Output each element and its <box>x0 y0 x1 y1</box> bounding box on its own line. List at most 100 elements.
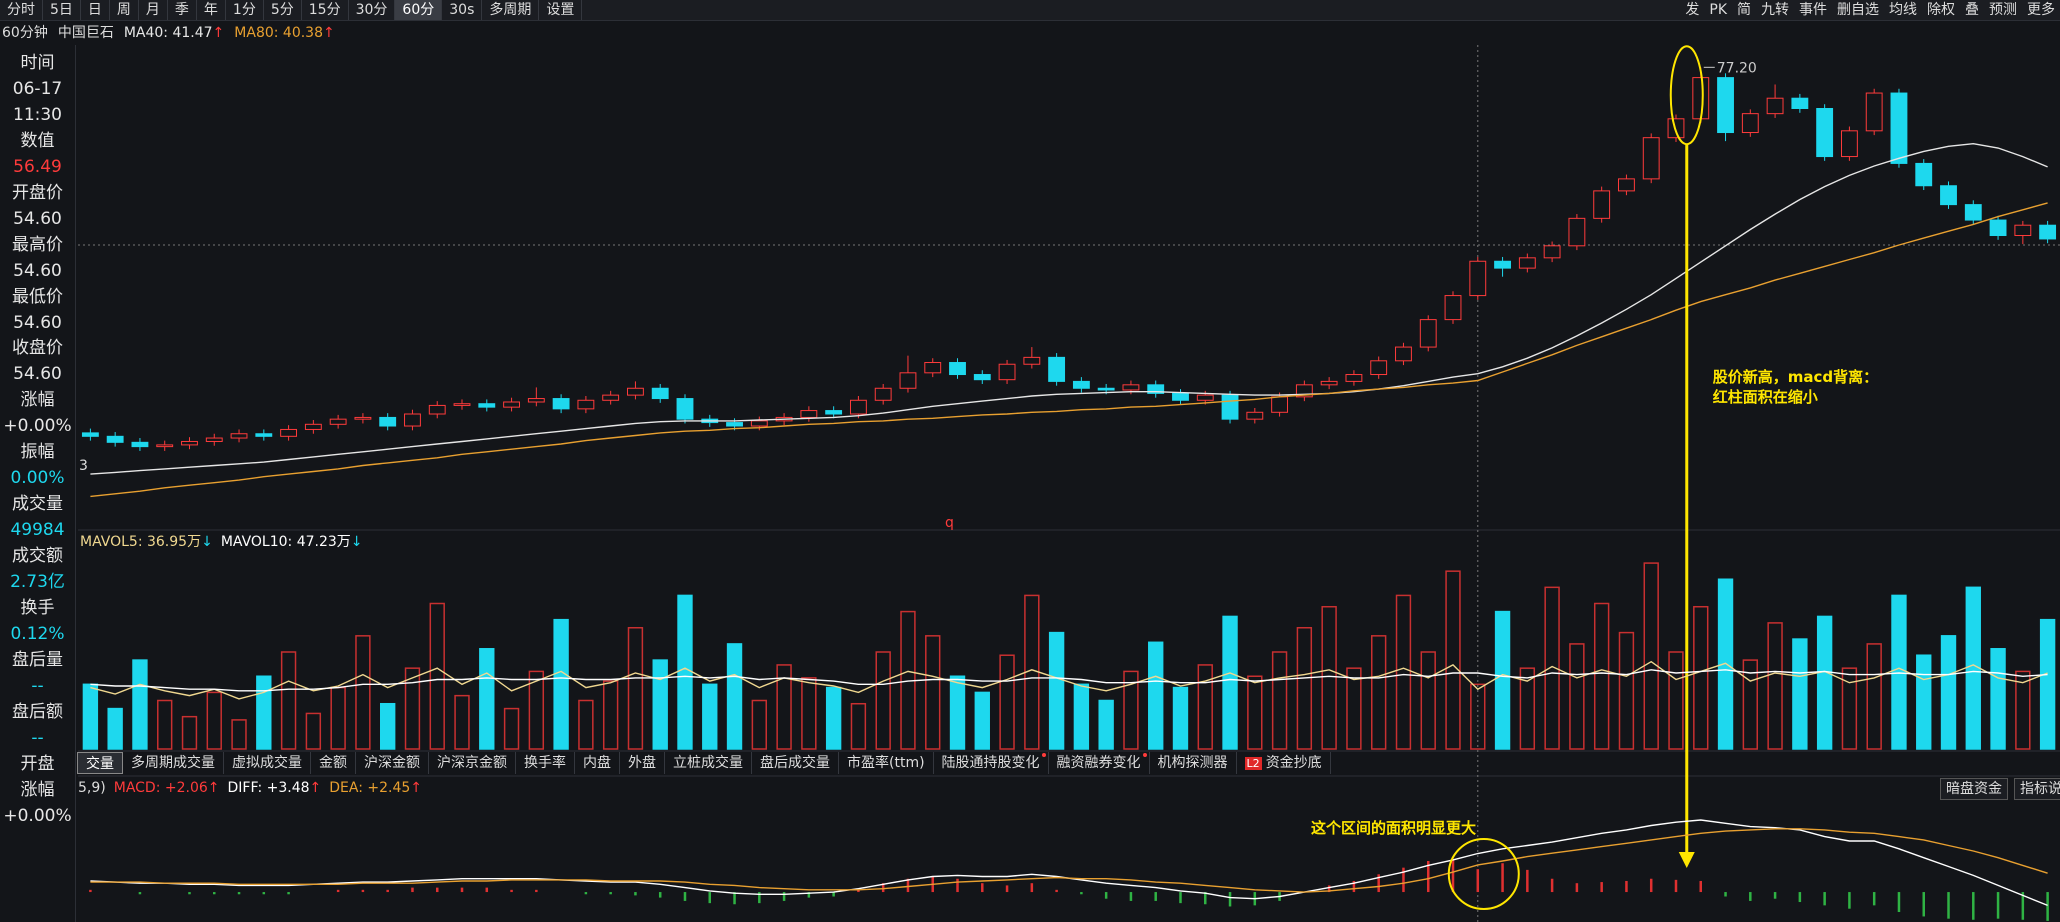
indicator-tab[interactable]: 金额 <box>311 752 356 774</box>
tab-text: 陆股通持股变化 <box>941 755 1040 771</box>
volume-bar <box>1940 635 1957 750</box>
indicator-tab[interactable]: 换手率 <box>516 752 575 774</box>
indicator-text: MA40: 41.47 <box>123 25 213 41</box>
volume-bar <box>776 664 792 750</box>
candle-body <box>1840 130 1858 158</box>
candle-body <box>1172 392 1189 401</box>
indicator-text: DEA: +2.45 <box>329 780 411 796</box>
candle-body <box>131 441 149 448</box>
volume-bar <box>206 691 222 750</box>
volume-bar <box>1098 699 1114 750</box>
volume-bar <box>1618 631 1635 750</box>
toolbar-tab[interactable]: 5分 <box>264 0 302 20</box>
toolbar-tab[interactable]: 分时 <box>0 0 43 20</box>
toolbar-tab[interactable]: 月 <box>139 0 168 20</box>
candle-body <box>478 403 496 408</box>
toolbar-button[interactable]: 事件 <box>1799 2 1827 18</box>
candle-body <box>255 433 273 437</box>
sidebar-line: 54.60 <box>13 364 62 385</box>
toolbar-button[interactable]: 简 <box>1737 2 1751 18</box>
indicator-tab[interactable]: 陆股通持股变化 <box>934 752 1049 774</box>
indicator-tab[interactable]: 内盘 <box>575 752 620 774</box>
tab-text: 机构探测器 <box>1157 755 1228 771</box>
indicator-tab[interactable]: 多周期成交量 <box>123 752 224 774</box>
candle-body <box>651 387 669 400</box>
indicator-tab[interactable]: 融资融券变化 <box>1049 752 1150 774</box>
ma-line <box>90 202 2048 498</box>
volume-bar <box>1271 651 1288 750</box>
sidebar-line: 54.60 <box>13 260 62 281</box>
volume-bar <box>280 651 297 750</box>
toolbar-tab[interactable]: 季 <box>168 0 197 20</box>
volume-bar <box>974 691 990 750</box>
indicator-tab[interactable]: 虚拟成交量 <box>224 752 311 774</box>
candle-body <box>726 422 743 427</box>
sidebar-line: 0.00% <box>10 468 65 489</box>
indicator-button[interactable]: 暗盘资金 <box>1940 778 2008 800</box>
indicator-tab[interactable]: 交量 <box>77 752 123 774</box>
candle-body <box>2014 224 2032 237</box>
indicator-tab[interactable]: 盘后成交量 <box>752 752 839 774</box>
indicator-text: MAVOL10: 47.23万 <box>220 534 351 550</box>
toolbar-tab[interactable]: 设置 <box>539 0 583 20</box>
toolbar-tab[interactable]: 1分 <box>226 0 264 20</box>
toolbar-tab[interactable]: 日 <box>81 0 110 20</box>
toolbar-button[interactable]: 更多 <box>2027 2 2055 18</box>
tab-text: 融资融券变化 <box>1056 755 1141 771</box>
volume-bar <box>1569 643 1585 750</box>
toolbar-button[interactable]: 删自选 <box>1837 2 1879 18</box>
toolbar-button[interactable]: 除权 <box>1927 2 1955 18</box>
indicator-arrow: ↑ <box>323 25 335 41</box>
candle-body <box>676 398 694 420</box>
toolbar-button[interactable]: PK <box>1709 2 1727 18</box>
volume-bar <box>1494 610 1511 750</box>
toolbar-tab[interactable]: 15分 <box>302 0 349 20</box>
volume-bar <box>850 702 867 750</box>
toolbar-tab[interactable]: 30分 <box>349 0 396 20</box>
toolbar-button[interactable]: 预测 <box>1989 2 2017 18</box>
toolbar-button[interactable]: 九转 <box>1761 2 1789 18</box>
indicator-tab[interactable]: 沪深金额 <box>356 752 429 774</box>
candle-body <box>1345 374 1363 382</box>
toolbar-tab[interactable]: 周 <box>110 0 139 20</box>
sidebar-line: 时间 <box>20 53 55 73</box>
candle-body <box>1692 77 1710 120</box>
candle-body <box>602 394 620 401</box>
indicator-arrow: ↑ <box>207 780 220 796</box>
toolbar-tab[interactable]: 年 <box>197 0 226 20</box>
indicator-tab[interactable]: 外盘 <box>620 752 665 774</box>
candle-body <box>949 362 966 376</box>
toolbar-tab[interactable]: 60分 <box>395 0 443 20</box>
macd-buttons: 暗盘资金 指标说 <box>1940 778 2060 800</box>
toolbar-button[interactable]: 均线 <box>1889 2 1917 18</box>
volume-bar <box>1593 602 1610 750</box>
toolbar-left: 分时 5日日周月季年 1分 5分 15分 30分 60分 30s 多周期 设置 <box>0 0 583 20</box>
toolbar-button[interactable]: 发 <box>1685 2 1700 18</box>
indicator-tab[interactable]: 立桩成交量 <box>665 752 752 774</box>
indicator-tab[interactable]: L2 资金抄底 <box>1237 752 1331 774</box>
toolbar-tab[interactable]: 多周期 <box>482 0 540 20</box>
indicator-tab[interactable]: 沪深京金额 <box>429 752 516 774</box>
volume-bar <box>602 680 619 750</box>
annotation: 股价新高，macd背离： <box>1713 368 1878 386</box>
indicator-tab[interactable]: 市盈率(ttm) <box>839 752 934 774</box>
indicator-button[interactable]: 指标说 <box>2014 778 2060 800</box>
tab-text: 沪深金额 <box>364 755 420 771</box>
toolbar-button[interactable]: 叠 <box>1965 2 1979 18</box>
candle-body <box>404 413 421 427</box>
sidebar-line: 49984 <box>10 520 65 541</box>
price-header: 60分钟 中国巨石 MA40: 41.47↑ MA80: 40.38↑ <box>2 22 335 44</box>
toolbar-tab[interactable]: 5日 <box>43 0 81 20</box>
toolbar-tab[interactable]: 30s <box>442 0 483 20</box>
sidebar-line: 开盘价 <box>12 182 63 203</box>
volume-header: MAVOL5: 36.95万↓ MAVOL10: 47.23万↓ <box>80 531 363 553</box>
candle-body <box>1989 219 2007 237</box>
volume-bar <box>1643 562 1659 750</box>
candle-body <box>1568 217 1586 247</box>
tab-text: 多周期成交量 <box>131 755 215 771</box>
highlight-ellipse <box>1669 45 1704 146</box>
candle-body <box>354 416 372 420</box>
tab-text: 立桩成交量 <box>673 755 743 771</box>
indicator-tab[interactable]: 机构探测器 <box>1150 752 1237 774</box>
candle-body <box>181 440 198 446</box>
